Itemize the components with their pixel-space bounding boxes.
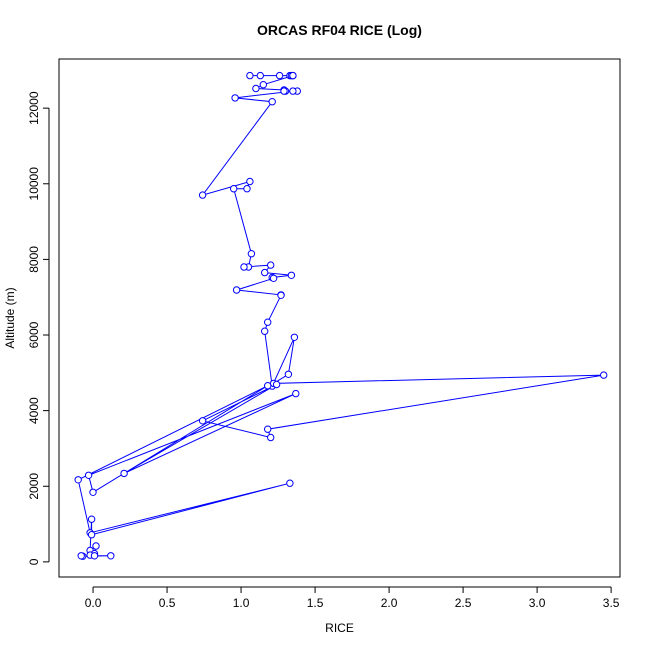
x-axis-label: RICE [325,621,354,635]
data-point [198,191,207,199]
y-tick-label: 0 [27,558,41,565]
data-point [261,327,269,335]
data-point [286,479,294,487]
series-layer [74,71,608,560]
y-axis: 0 2000 4000 6000 8000 10000 12000 [27,91,50,565]
x-axis: 0.0 0.5 1.0 1.5 2.0 2.5 3.0 3.5 [85,586,620,610]
x-tick-label: 0.5 [159,596,176,610]
x-tick-label: 0.0 [85,596,102,610]
data-point [87,515,96,523]
data-point [600,371,608,379]
data-point [289,71,297,80]
data-point [247,250,256,258]
data-point [243,185,251,193]
data-point [89,488,97,496]
data-point [268,98,276,106]
data-point [107,552,115,560]
data-point [287,271,296,279]
data-point [87,531,96,539]
data-point [231,94,239,102]
data-point [264,318,272,326]
y-axis-label: Altitude (m) [3,287,17,348]
data-point [256,71,264,80]
y-tick-label: 8000 [27,246,41,273]
data-point [90,552,99,560]
y-tick-label: 4000 [27,397,41,424]
chart-title: ORCAS RF04 RICE (Log) [257,22,422,38]
data-point [267,261,275,269]
data-point [84,471,93,479]
data-point [264,382,272,390]
data-point [289,87,297,95]
x-tick-label: 3.0 [529,596,546,610]
data-point [120,469,128,478]
data-point [240,263,248,271]
y-tick-label: 12000 [27,91,41,125]
data-point [74,476,82,484]
data-point [261,268,269,277]
data-point [77,552,85,560]
x-tick-label: 1.5 [307,596,324,610]
data-point [277,291,285,299]
data-point [290,333,299,341]
y-tick-label: 10000 [27,167,41,201]
data-point [264,425,272,433]
plot-frame [58,58,621,578]
data-point [280,87,288,95]
data-point [230,185,238,193]
x-tick-label: 2.5 [455,596,472,610]
y-tick-label: 2000 [27,473,41,500]
series-line [77,75,604,557]
data-point [252,84,260,93]
data-point [246,177,254,186]
data-point [292,389,300,398]
data-point [267,433,275,442]
data-point [269,274,278,282]
x-tick-label: 1.0 [233,596,250,610]
x-tick-label: 2.0 [381,596,398,610]
data-point [92,542,100,550]
data-point [272,380,281,389]
y-tick-label: 6000 [27,321,41,348]
x-tick-label: 3.5 [603,596,620,610]
data-point [232,286,241,294]
data-point [246,71,254,80]
data-point [275,71,284,80]
data-point [284,370,293,378]
data-point [259,81,267,89]
data-point [198,417,207,425]
